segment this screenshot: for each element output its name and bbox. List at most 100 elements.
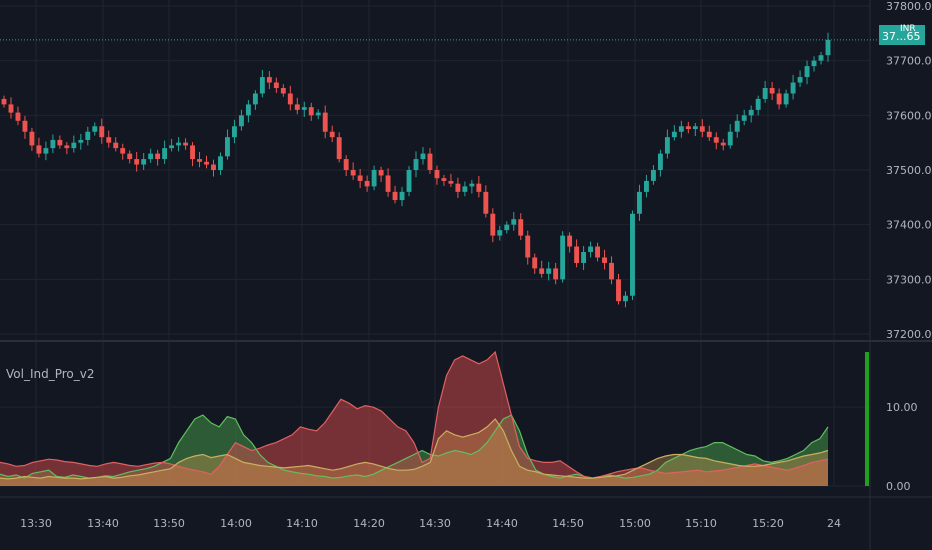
price-tick-label: 37800.00 <box>886 0 932 13</box>
candle-body <box>623 295 628 302</box>
candle-body <box>99 126 105 138</box>
candle-body <box>176 142 182 146</box>
candle-body <box>609 262 614 280</box>
candle-body <box>183 142 189 146</box>
candle-body <box>762 88 768 99</box>
time-tick-label: 14:40 <box>486 517 518 530</box>
candle-body <box>252 93 258 105</box>
candle-body <box>532 257 538 269</box>
time-tick-label: 13:30 <box>20 517 52 530</box>
green-volume-area <box>0 415 828 486</box>
candle-body <box>266 77 272 83</box>
candle-body <box>64 145 70 149</box>
candle-body <box>602 257 607 263</box>
candle-body <box>581 252 587 263</box>
candle-body <box>259 77 265 94</box>
candle-body <box>657 153 663 170</box>
time-tick-label: 13:50 <box>153 517 185 530</box>
candle-body <box>734 120 740 132</box>
price-label-value: 37...65 <box>882 30 920 43</box>
price-tick-label: 37200.00 <box>886 328 932 341</box>
candle-body <box>211 164 216 170</box>
candle-body <box>385 175 391 192</box>
candle-body <box>406 170 412 192</box>
candle-body <box>490 213 496 236</box>
time-tick-label: 13:40 <box>87 517 119 530</box>
candle-body <box>322 112 328 132</box>
candle-body <box>727 131 733 146</box>
candle-body <box>8 104 14 113</box>
candle-body <box>755 98 761 110</box>
candle-body <box>57 139 63 146</box>
candle-body <box>392 191 398 201</box>
candle-body <box>155 153 161 160</box>
indicator-current-bar <box>865 352 869 486</box>
price-label: 37...65 INR <box>879 24 925 45</box>
indicator-areas <box>0 350 829 486</box>
time-tick-label: 14:10 <box>286 517 318 530</box>
price-tick-label: 37400.00 <box>886 219 932 232</box>
candle-body <box>650 170 656 181</box>
indicator-tick-label: 10.00 <box>886 401 918 414</box>
time-axis[interactable]: 13:30 13:40 13:50 14:00 14:10 14:20 14:30 14:40… <box>20 517 841 530</box>
candle-body <box>190 145 195 160</box>
candle-body <box>420 153 426 160</box>
candle-body <box>455 183 461 192</box>
candle-body <box>85 131 91 140</box>
candle-body <box>197 159 202 162</box>
candle-body <box>225 137 230 157</box>
candle-body <box>462 186 468 192</box>
candle-body <box>630 213 635 296</box>
candle-body <box>218 156 223 170</box>
candle-body <box>790 82 796 94</box>
candle-body <box>560 235 566 280</box>
candle-body <box>43 148 49 154</box>
candle-body <box>434 170 440 179</box>
price-label-currency: INR <box>900 24 916 34</box>
indicator-title[interactable]: Vol_Ind_Pro_v2 <box>6 367 95 381</box>
candle-body <box>350 170 356 176</box>
candle-body <box>720 142 726 146</box>
candle-body <box>329 131 335 138</box>
price-tick-label: 37600.00 <box>886 109 932 122</box>
candle-body <box>685 126 691 129</box>
candle-body <box>692 126 698 129</box>
green-volume-line <box>0 414 829 479</box>
candle-body <box>71 142 77 149</box>
candle-body <box>706 131 712 138</box>
candle-body <box>595 246 601 258</box>
candle-body <box>343 159 349 170</box>
price-axis[interactable]: 37200.00 37300.00 37400.00 37500.00 37600.00… <box>886 0 932 341</box>
time-tick-label: 14:00 <box>220 517 252 530</box>
candle-body <box>113 142 119 149</box>
candle-body <box>553 268 559 280</box>
candle-body <box>776 93 782 105</box>
time-tick-label: 14:50 <box>552 517 584 530</box>
time-tick-label: 24 <box>827 517 841 530</box>
candle-body <box>539 268 545 274</box>
candle-body <box>141 159 147 165</box>
candle-body <box>15 112 21 121</box>
red-volume-area <box>0 352 828 486</box>
candle-body <box>120 148 126 154</box>
candle-body <box>825 39 831 56</box>
indicator-bar <box>865 352 869 486</box>
candle-body <box>127 153 133 160</box>
candle-body <box>308 107 314 116</box>
candle-body <box>148 153 154 160</box>
indicator-axis[interactable]: 0.00 10.00 <box>886 401 918 493</box>
candle-body <box>469 183 475 187</box>
time-tick-label: 14:30 <box>419 517 451 530</box>
candle-body <box>1 98 7 105</box>
candle-body <box>637 191 642 214</box>
time-tick-label: 15:20 <box>752 517 784 530</box>
candle-body <box>441 178 447 181</box>
time-tick-label: 14:20 <box>353 517 385 530</box>
candle-body <box>678 126 684 132</box>
candle-body <box>357 175 363 181</box>
candle-body <box>22 120 28 132</box>
candle-body <box>273 82 279 88</box>
candlestick-series <box>1 32 831 308</box>
